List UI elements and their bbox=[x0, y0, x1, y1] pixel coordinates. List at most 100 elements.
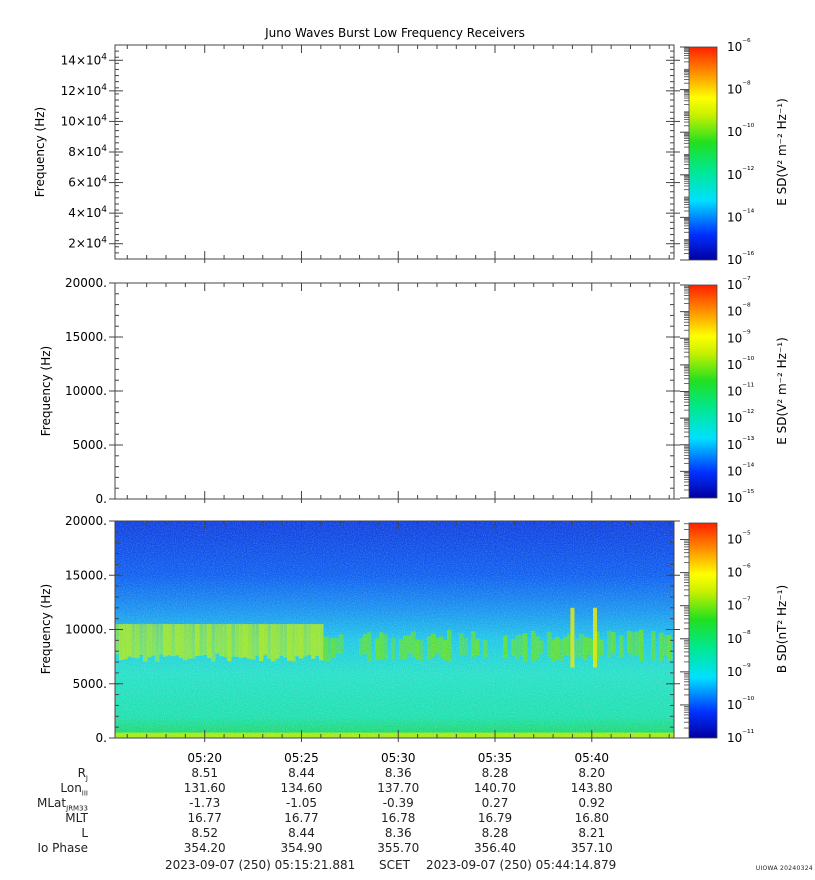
panel-3-colorbar bbox=[688, 522, 718, 739]
ephemeris-row-label: L bbox=[81, 826, 88, 840]
ephemeris-value: 354.20 bbox=[183, 841, 226, 855]
panel-3-colorbar-label: B SD(nT² Hz⁻¹) bbox=[775, 585, 789, 673]
colorbar-tick-label: 10⁻¹³ bbox=[727, 436, 755, 452]
panel-1-ylabel: Frequency (Hz) bbox=[33, 107, 47, 198]
ephemeris-value: 8.44 bbox=[288, 766, 315, 780]
ephemeris-value: 0.92 bbox=[578, 796, 606, 810]
panel-3-ylabel: Frequency (Hz) bbox=[39, 584, 53, 675]
ephemeris-value: 8.20 bbox=[578, 766, 606, 780]
colorbar-tick-label: 10⁻⁸ bbox=[727, 81, 751, 97]
colorbar-tick-label: 10⁻¹¹ bbox=[727, 383, 755, 399]
panel-1-colorbar-label: E SD(V² m⁻² Hz⁻¹) bbox=[775, 98, 789, 206]
y-tick-label: 10000. bbox=[65, 384, 107, 398]
panel-2-colorbar bbox=[688, 284, 718, 499]
ephemeris-value: 134.60 bbox=[280, 781, 323, 795]
colorbar-tick-label: 10⁻¹² bbox=[727, 409, 755, 425]
panel-2-plot-area bbox=[114, 282, 675, 500]
x-tick-label: 05:35 bbox=[478, 751, 513, 765]
ephemeris-value: 8.52 bbox=[191, 826, 219, 840]
colorbar-tick-label: 10⁻¹⁰ bbox=[727, 356, 755, 372]
colorbar-tick-label: 10⁻¹⁰ bbox=[727, 123, 755, 139]
colorbar-tick-label: 10⁻⁶ bbox=[727, 564, 751, 580]
panel-1-colorbar bbox=[688, 46, 718, 261]
colorbar-tick-label: 10⁻¹⁵ bbox=[727, 489, 755, 505]
y-tick-label: 20000. bbox=[65, 276, 107, 290]
y-tick-label: 20000. bbox=[65, 514, 107, 528]
y-tick-label: 15000. bbox=[65, 568, 107, 582]
y-tick-label: 4×104 bbox=[68, 205, 107, 220]
heatmap-noise bbox=[115, 521, 674, 738]
ephemeris-value: 8.21 bbox=[578, 826, 606, 840]
colorbar-tick-label: 10⁻¹⁴ bbox=[727, 462, 755, 478]
time-range-scet: SCET bbox=[379, 858, 410, 872]
ephemeris-row-label: Io Phase bbox=[37, 841, 88, 855]
ephemeris-value: 143.80 bbox=[570, 781, 613, 795]
time-axis: 05:20 05:25 05:30 05:35 05:40 bbox=[126, 45, 670, 765]
y-tick-label: 12×104 bbox=[61, 83, 108, 98]
ephemeris-value: 8.51 bbox=[191, 766, 219, 780]
ephemeris-value: -0.39 bbox=[382, 796, 414, 810]
y-tick-label: 2×104 bbox=[68, 236, 107, 251]
ephemeris-value: -1.05 bbox=[285, 796, 317, 810]
colorbar-tick-label: 10⁻¹⁰ bbox=[727, 696, 755, 712]
y-tick-label: 0. bbox=[96, 731, 107, 745]
colorbar-tick-label: 10⁻⁹ bbox=[727, 663, 751, 679]
ephemeris-value: 16.79 bbox=[477, 811, 513, 825]
y-tick-label: 10000. bbox=[65, 623, 107, 637]
colorbar-tick-label: 10⁻⁹ bbox=[727, 329, 751, 345]
ephemeris-value: 8.36 bbox=[384, 766, 412, 780]
panel-3-heatmap bbox=[115, 521, 674, 738]
colorbar-tick-label: 10⁻⁷ bbox=[727, 597, 751, 613]
y-tick-label: 5000. bbox=[73, 677, 107, 691]
ephemeris-value: 357.10 bbox=[570, 841, 613, 855]
y-tick-label: 0. bbox=[96, 492, 107, 506]
panel-3: 0. 5000. 10000. 15000. 20000. Frequency (Hz)… bbox=[39, 514, 789, 745]
ephemeris-value: 8.44 bbox=[288, 826, 315, 840]
ephemeris-value: 16.78 bbox=[381, 811, 416, 825]
time-range-start: 2023-09-07 (250) 05:15:21.881 bbox=[165, 858, 356, 872]
chart-title: Juno Waves Burst Low Frequency Receivers bbox=[264, 26, 525, 40]
panel-3-y-axis: 0. 5000. 10000. 15000. 20000. bbox=[65, 514, 680, 745]
colorbar-tick-label: 10⁻⁷ bbox=[727, 276, 751, 292]
ephemeris-value: 355.70 bbox=[377, 841, 420, 855]
ephemeris-value: 16.77 bbox=[284, 811, 319, 825]
ephemeris-value: 16.80 bbox=[574, 811, 609, 825]
ephemeris-value: 8.28 bbox=[481, 766, 509, 780]
panel-1-y-axis: 2×104 4×104 6×104 8×104 10×104 12×104 14×104 bbox=[61, 44, 680, 260]
panel-2-y-axis: 0. 5000. 10000. 15000. 20000. bbox=[65, 276, 680, 506]
ephemeris-value: 16.77 bbox=[187, 811, 222, 825]
colorbar-tick-label: 10⁻⁸ bbox=[727, 630, 751, 646]
watermark: UIOWA 20240324 bbox=[755, 865, 813, 872]
ephemeris-value: 8.28 bbox=[481, 826, 509, 840]
panel-2: 0. 5000. 10000. 15000. 20000. Frequency (Hz)… bbox=[39, 276, 789, 506]
y-tick-label: 8×104 bbox=[68, 144, 107, 159]
ephemeris-row-label: MLT bbox=[65, 811, 88, 825]
panel-2-ylabel: Frequency (Hz) bbox=[39, 346, 53, 437]
ephemeris-row-label: MLatJRM33 bbox=[37, 796, 88, 813]
colorbar-tick-label: 10⁻⁶ bbox=[727, 38, 751, 54]
y-tick-label: 14×104 bbox=[61, 52, 108, 67]
ephemeris-value: -1.73 bbox=[189, 796, 221, 810]
x-tick-label: 05:25 bbox=[284, 751, 319, 765]
ephemeris-value: 137.70 bbox=[377, 781, 420, 795]
colorbar-tick-label: 10⁻¹⁶ bbox=[727, 251, 755, 267]
ephemeris-value: 0.27 bbox=[481, 796, 509, 810]
ephemeris-value: 131.60 bbox=[183, 781, 226, 795]
colorbar-tick-label: 10⁻⁵ bbox=[727, 531, 751, 547]
time-range-end: 2023-09-07 (250) 05:44:14.879 bbox=[426, 858, 617, 872]
colorbar-tick-label: 10⁻¹⁴ bbox=[727, 208, 755, 224]
x-tick-label: 05:30 bbox=[381, 751, 416, 765]
ephemeris-row-label: RJ bbox=[77, 766, 88, 783]
y-tick-label: 15000. bbox=[65, 330, 107, 344]
y-tick-label: 10×104 bbox=[61, 113, 108, 128]
x-tick-label: 05:40 bbox=[574, 751, 609, 765]
panel-1-plot-area bbox=[114, 44, 675, 260]
colorbar-tick-label: 10⁻¹¹ bbox=[727, 729, 755, 745]
ephemeris-value: 8.36 bbox=[384, 826, 412, 840]
colorbar-tick-label: 10⁻¹² bbox=[727, 166, 755, 182]
y-tick-label: 5000. bbox=[73, 438, 107, 452]
ephemeris-value: 140.70 bbox=[474, 781, 517, 795]
colorbar-tick-label: 10⁻⁸ bbox=[727, 303, 751, 319]
panel-2-colorbar-label: E SD(V² m⁻² Hz⁻¹) bbox=[775, 337, 789, 445]
